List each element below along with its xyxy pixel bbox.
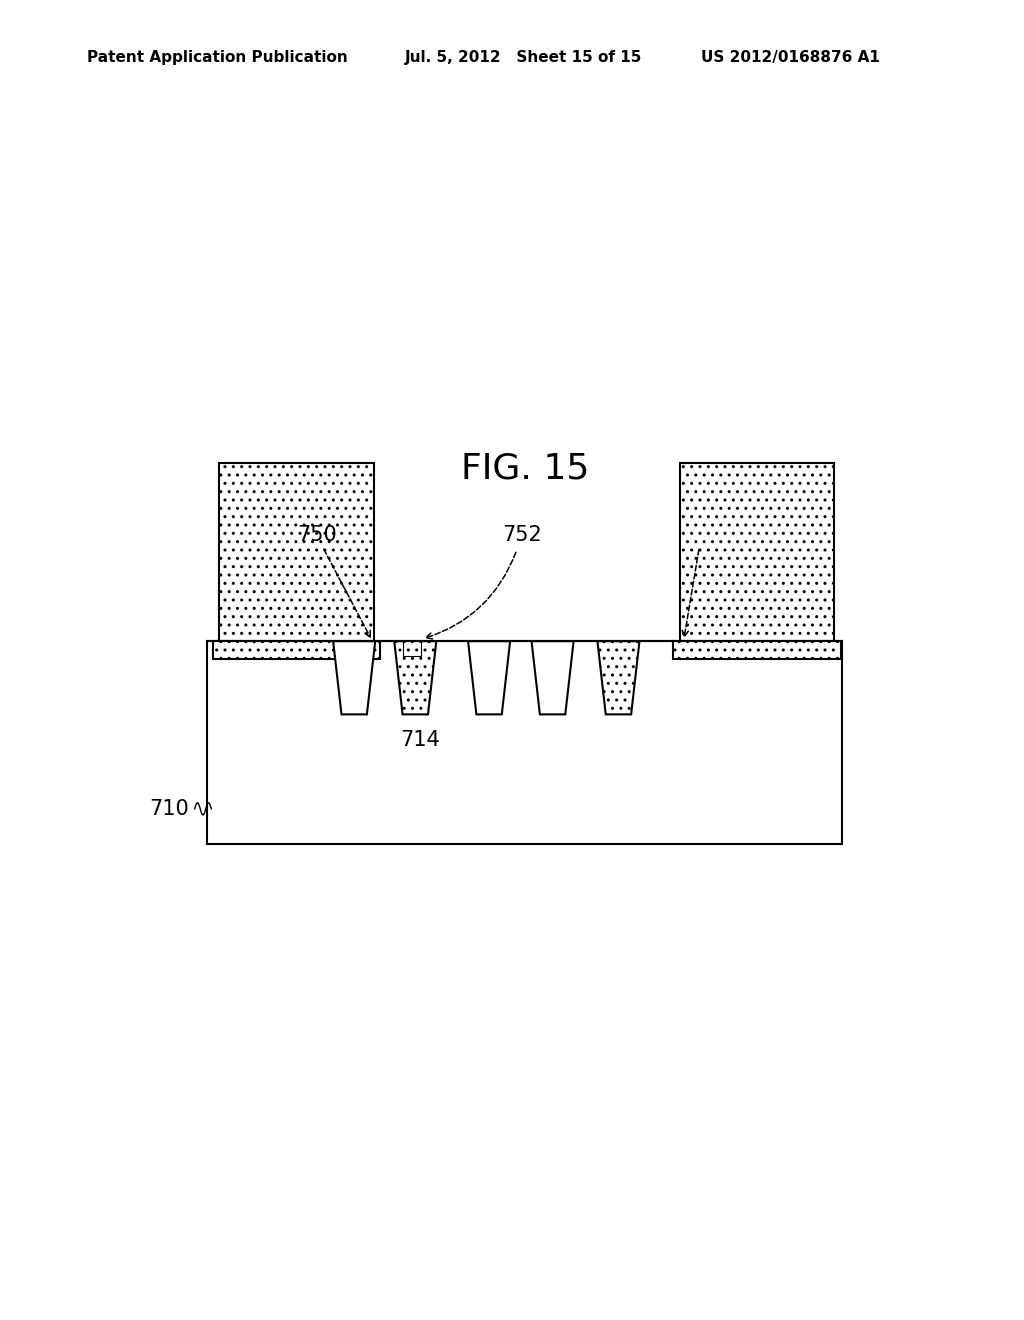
Text: Jul. 5, 2012   Sheet 15 of 15: Jul. 5, 2012 Sheet 15 of 15 xyxy=(404,50,642,65)
Polygon shape xyxy=(394,642,436,714)
Bar xyxy=(673,642,841,660)
Bar xyxy=(403,642,421,656)
Polygon shape xyxy=(597,642,639,714)
Text: 710: 710 xyxy=(150,799,189,818)
Bar xyxy=(207,642,843,845)
Text: 752: 752 xyxy=(503,524,543,545)
Text: 750: 750 xyxy=(297,524,337,545)
Polygon shape xyxy=(531,642,573,714)
Text: Patent Application Publication: Patent Application Publication xyxy=(87,50,348,65)
Text: FIG. 15: FIG. 15 xyxy=(461,451,589,486)
Polygon shape xyxy=(333,642,375,714)
Bar xyxy=(680,463,835,642)
Bar xyxy=(219,463,374,642)
Text: US 2012/0168876 A1: US 2012/0168876 A1 xyxy=(701,50,881,65)
Bar xyxy=(213,642,380,660)
Text: 714: 714 xyxy=(400,730,440,750)
Polygon shape xyxy=(468,642,510,714)
